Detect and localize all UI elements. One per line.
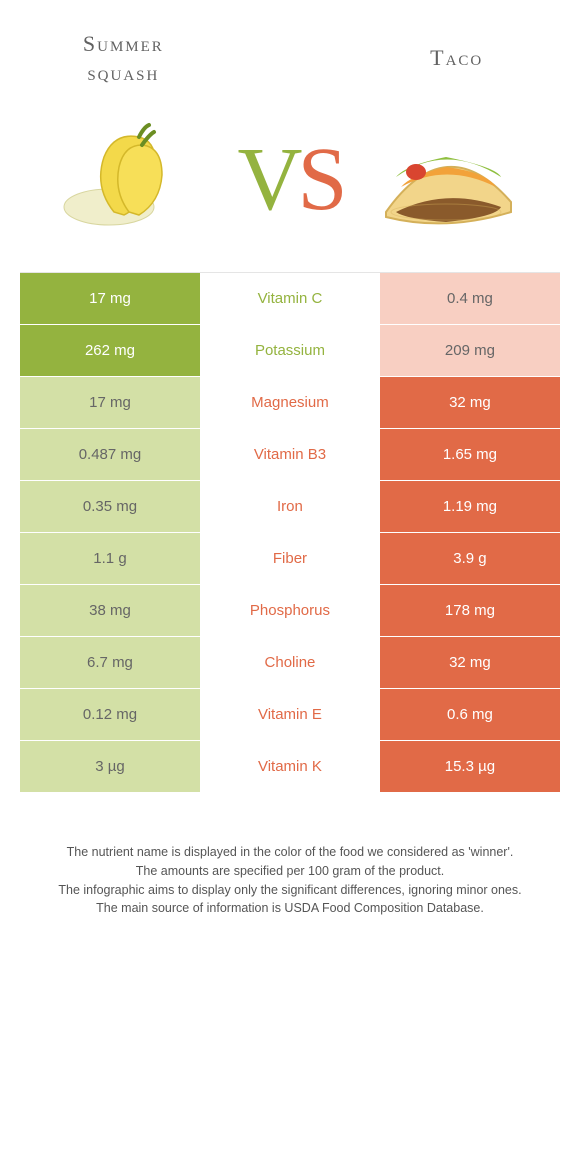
nutrient-label: Fiber <box>200 533 380 584</box>
footer-line-3: The infographic aims to display only the… <box>30 881 550 900</box>
right-food-image <box>343 117 550 242</box>
nutrient-label: Vitamin E <box>200 689 380 740</box>
nutrient-table: 17 mgVitamin C0.4 mg262 mgPotassium209 m… <box>20 272 560 793</box>
vs-label: VS <box>237 135 342 225</box>
left-value: 262 mg <box>20 325 200 376</box>
footer-line-4: The main source of information is USDA F… <box>30 899 550 918</box>
images-row: VS <box>0 97 580 272</box>
right-value: 32 mg <box>380 637 560 688</box>
nutrient-row: 1.1 gFiber3.9 g <box>20 533 560 585</box>
nutrient-label: Iron <box>200 481 380 532</box>
nutrient-row: 0.487 mgVitamin B31.65 mg <box>20 429 560 481</box>
footer-line-1: The nutrient name is displayed in the co… <box>30 843 550 862</box>
nutrient-row: 0.12 mgVitamin E0.6 mg <box>20 689 560 741</box>
left-value: 6.7 mg <box>20 637 200 688</box>
right-value: 3.9 g <box>380 533 560 584</box>
nutrient-label: Vitamin B3 <box>200 429 380 480</box>
right-value: 0.6 mg <box>380 689 560 740</box>
footer-notes: The nutrient name is displayed in the co… <box>30 843 550 918</box>
left-value: 38 mg <box>20 585 200 636</box>
vs-s: S <box>297 130 342 229</box>
right-value: 0.4 mg <box>380 273 560 324</box>
header-titles: Summer squash Taco <box>0 0 580 97</box>
right-value: 15.3 µg <box>380 741 560 792</box>
left-value: 0.35 mg <box>20 481 200 532</box>
right-value: 209 mg <box>380 325 560 376</box>
left-value: 0.12 mg <box>20 689 200 740</box>
right-food-title: Taco <box>373 44 540 73</box>
left-value: 17 mg <box>20 273 200 324</box>
nutrient-label: Vitamin C <box>200 273 380 324</box>
left-food-image <box>30 117 237 242</box>
right-value: 1.65 mg <box>380 429 560 480</box>
footer-line-2: The amounts are specified per 100 gram o… <box>30 862 550 881</box>
vs-v: V <box>237 130 297 229</box>
nutrient-row: 17 mgMagnesium32 mg <box>20 377 560 429</box>
nutrient-row: 0.35 mgIron1.19 mg <box>20 481 560 533</box>
left-value: 0.487 mg <box>20 429 200 480</box>
nutrient-label: Phosphorus <box>200 585 380 636</box>
left-food-title: Summer squash <box>40 30 207 87</box>
nutrient-row: 3 µgVitamin K15.3 µg <box>20 741 560 793</box>
nutrient-label: Vitamin K <box>200 741 380 792</box>
nutrient-label: Potassium <box>200 325 380 376</box>
nutrient-row: 38 mgPhosphorus178 mg <box>20 585 560 637</box>
left-value: 1.1 g <box>20 533 200 584</box>
nutrient-row: 262 mgPotassium209 mg <box>20 325 560 377</box>
right-value: 178 mg <box>380 585 560 636</box>
right-value: 1.19 mg <box>380 481 560 532</box>
nutrient-label: Choline <box>200 637 380 688</box>
left-value: 3 µg <box>20 741 200 792</box>
nutrient-row: 17 mgVitamin C0.4 mg <box>20 273 560 325</box>
right-value: 32 mg <box>380 377 560 428</box>
left-value: 17 mg <box>20 377 200 428</box>
nutrient-label: Magnesium <box>200 377 380 428</box>
nutrient-row: 6.7 mgCholine32 mg <box>20 637 560 689</box>
